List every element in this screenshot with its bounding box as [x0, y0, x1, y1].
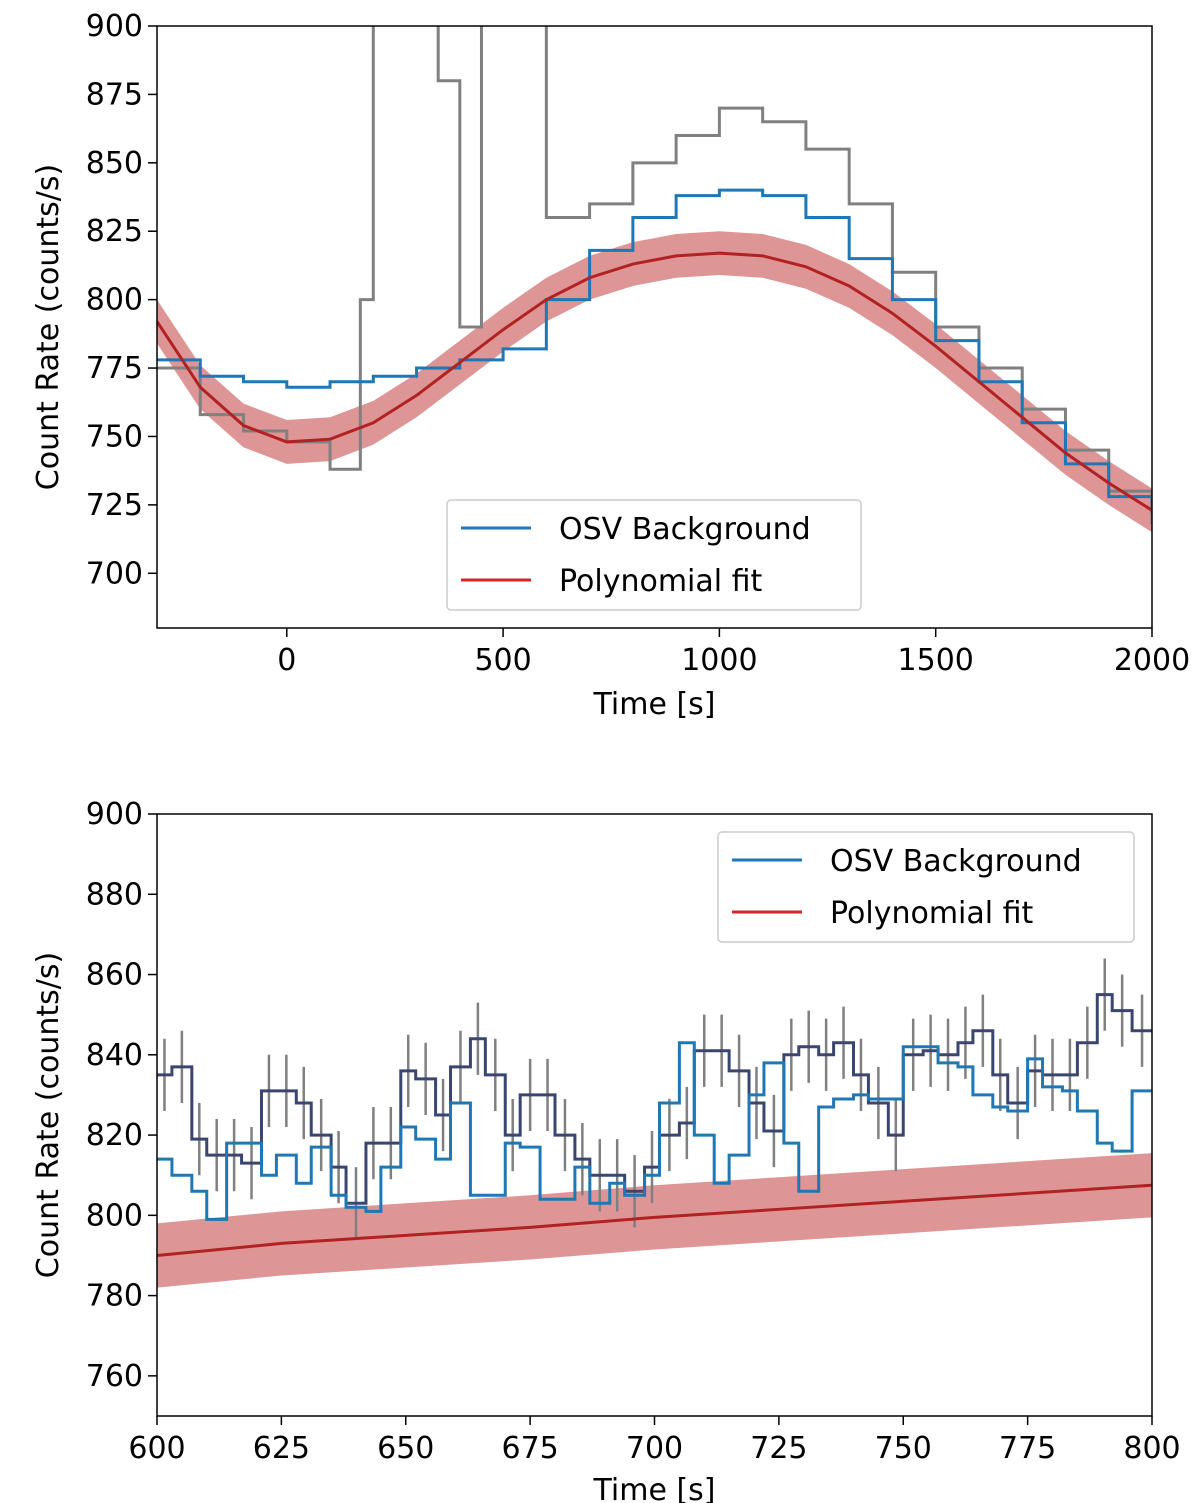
- fit-uncertainty-band: [157, 1153, 1152, 1288]
- y-tick-label: 750: [86, 419, 143, 454]
- x-tick-label: 675: [501, 1431, 558, 1466]
- y-tick-label: 820: [86, 1118, 143, 1153]
- top-legend-box: [446, 499, 862, 611]
- top-chart-panel: 0 500 1000 1500 2000 700 725 750 775 800 825 850 87…: [31, 9, 1190, 722]
- background-step-line: [157, 1041, 1152, 1221]
- bottom-y-axis-label: Count Rate (counts/s): [31, 952, 66, 1278]
- y-tick-label: 780: [86, 1279, 143, 1314]
- polynomial-fit-line: [157, 1183, 1152, 1257]
- y-tick-label: 725: [86, 488, 143, 523]
- y-tick-label: 800: [86, 1198, 143, 1233]
- y-tick-label: 800: [86, 283, 143, 318]
- bottom-chart-panel: 600 625 650 675 700 725 750 775 800 760 780 800 820…: [31, 797, 1181, 1503]
- x-tick-label: 0: [277, 643, 296, 678]
- x-tick-label: 800: [1123, 1431, 1180, 1466]
- bottom-legend-box: [717, 831, 1135, 943]
- y-tick-label: 775: [86, 351, 143, 386]
- y-tick-label: 850: [86, 146, 143, 181]
- x-tick-label: 2000: [1114, 643, 1190, 678]
- y-tick-label: 840: [86, 1038, 143, 1073]
- bottom-y-ticks: 760 780 800 820 840 860 880 900: [86, 797, 157, 1394]
- y-tick-label: 825: [86, 214, 143, 249]
- bottom-legend: OSV Background Polynomial fit: [717, 831, 1135, 943]
- y-tick-label: 900: [86, 9, 143, 44]
- top-y-ticks: 700 725 750 775 800 825 850 875 900: [86, 9, 157, 591]
- y-tick-label: 760: [86, 1359, 143, 1394]
- top-plot-area: [157, 26, 1152, 533]
- bottom-plot-area: [157, 958, 1152, 1288]
- fit-uncertainty-band: [157, 231, 1152, 533]
- top-legend: OSV Background Polynomial fit: [446, 499, 862, 611]
- x-tick-label: 625: [253, 1431, 310, 1466]
- bottom-legend-label-fit: Polynomial fit: [830, 896, 1034, 931]
- x-tick-label: 1000: [681, 643, 757, 678]
- background-step-line: [157, 188, 1152, 514]
- top-y-axis-label: Count Rate (counts/s): [31, 164, 66, 490]
- top-legend-label-fit: Polynomial fit: [559, 564, 763, 599]
- x-tick-label: 650: [377, 1431, 434, 1466]
- y-tick-label: 875: [86, 77, 143, 112]
- y-tick-label: 860: [86, 958, 143, 993]
- y-tick-label: 700: [86, 556, 143, 591]
- x-tick-label: 775: [999, 1431, 1056, 1466]
- top-legend-label-background: OSV Background: [559, 512, 811, 547]
- x-tick-label: 725: [750, 1431, 807, 1466]
- x-tick-label: 1500: [898, 643, 974, 678]
- y-tick-label: 900: [86, 797, 143, 832]
- top-x-ticks: 0 500 1000 1500 2000: [277, 628, 1190, 678]
- bottom-x-ticks: 600 625 650 675 700 725 750 775 800: [128, 1416, 1181, 1466]
- x-tick-label: 700: [626, 1431, 683, 1466]
- top-axes-frame: [156, 25, 1153, 629]
- top-x-axis-label: Time [s]: [593, 687, 716, 722]
- bottom-legend-label-background: OSV Background: [830, 844, 1082, 879]
- polynomial-fit-line: [157, 251, 1152, 512]
- bottom-x-axis-label: Time [s]: [593, 1473, 716, 1503]
- x-tick-label: 500: [474, 643, 531, 678]
- x-tick-label: 750: [875, 1431, 932, 1466]
- y-tick-label: 880: [86, 877, 143, 912]
- x-tick-label: 600: [128, 1431, 185, 1466]
